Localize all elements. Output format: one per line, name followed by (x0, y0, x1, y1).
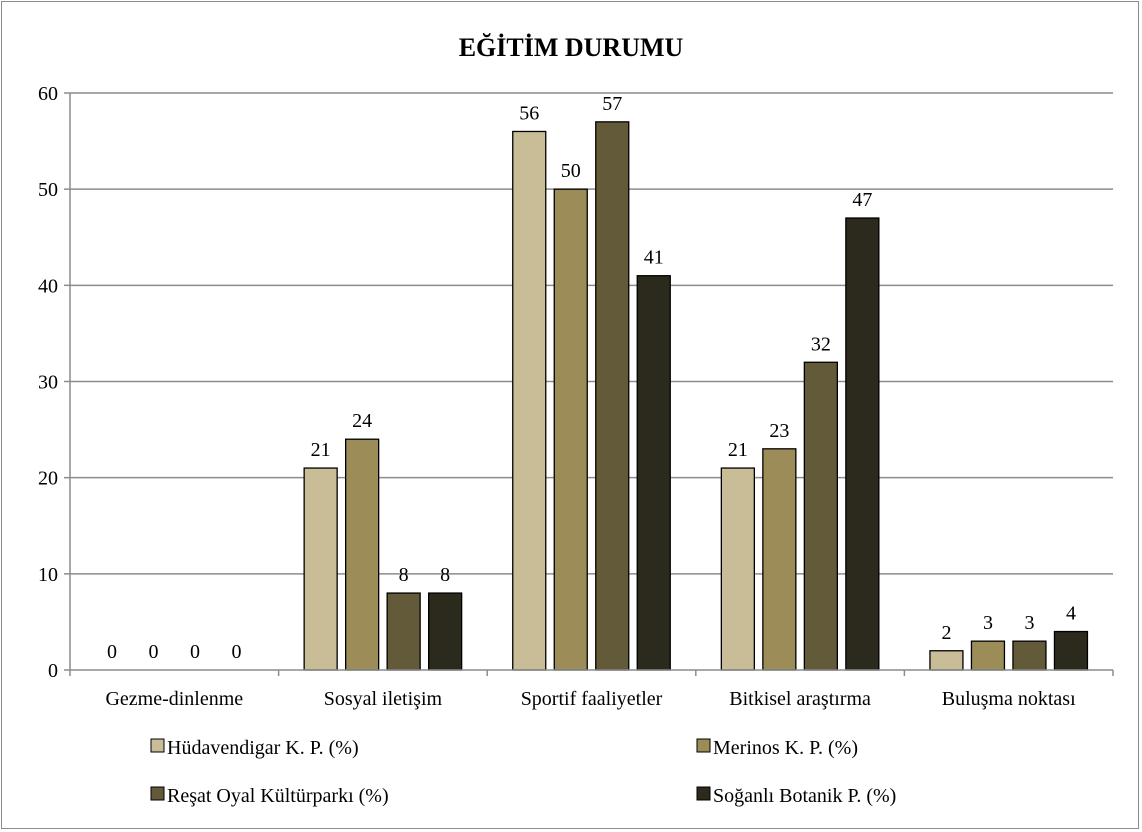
y-tick-label: 40 (38, 275, 58, 297)
bar (720, 467, 755, 671)
bar (512, 130, 547, 671)
legend-label: Soğanlı Botanik P. (%) (713, 785, 896, 807)
data-label: 24 (352, 410, 372, 432)
bar (1012, 640, 1047, 671)
y-tick-label: 10 (38, 564, 58, 586)
legend-swatch (150, 738, 165, 753)
category-label: Buluşma noktası (942, 688, 1076, 710)
bars (303, 121, 1089, 671)
data-label: 2 (941, 622, 951, 644)
bar (386, 592, 421, 671)
bar (595, 121, 630, 671)
bar (553, 188, 588, 671)
data-label: 23 (769, 420, 789, 442)
bar (929, 650, 964, 671)
bar (970, 640, 1006, 671)
category-labels: Gezme-dinlenme Sosyal iletişim Sportif faa… (105, 688, 1076, 710)
y-tick-label: 50 (38, 179, 58, 201)
bar (427, 592, 463, 671)
bar (1053, 630, 1089, 671)
data-label: 8 (399, 564, 409, 586)
category-label: Sosyal iletişim (324, 688, 443, 710)
bar (636, 275, 671, 671)
chart-title: EĞİTİM DURUMU (459, 33, 684, 62)
category-label: Bitkisel araştırma (729, 688, 871, 710)
legend-item: Soğanlı Botanik P. (%) (696, 785, 896, 807)
legend-swatch (696, 738, 711, 753)
category-label: Sportif faaliyetler (521, 688, 663, 710)
legend-label: Merinos K. P. (%) (713, 737, 858, 759)
y-tick-label: 60 (38, 83, 58, 105)
y-tick-label: 20 (38, 468, 58, 490)
data-label: 8 (440, 564, 450, 586)
bar (303, 467, 338, 671)
data-label: 47 (852, 189, 872, 211)
data-label: 3 (983, 612, 993, 634)
data-label: 21 (728, 439, 748, 461)
data-label: 56 (519, 102, 539, 124)
legend-item: Hüdavendigar K. P. (%) (150, 737, 359, 759)
legend-label: Hüdavendigar K. P. (%) (167, 737, 359, 759)
bar (803, 361, 838, 671)
data-label: 0 (190, 641, 200, 663)
bar (344, 438, 380, 671)
legend: Hüdavendigar K. P. (%) Merinos K. P. (%) R… (150, 737, 896, 807)
y-axis-ticks: 0 10 20 30 40 50 60 (38, 83, 70, 682)
legend-swatch (696, 786, 711, 801)
bar (845, 217, 880, 671)
data-label: 0 (149, 641, 159, 663)
gridlines (70, 92, 1113, 575)
data-label: 0 (232, 641, 242, 663)
legend-label: Reşat Oyal Kültürparkı (%) (167, 785, 389, 807)
data-label: 57 (602, 93, 622, 115)
data-label: 32 (811, 333, 831, 355)
data-label: 3 (1024, 612, 1034, 634)
y-tick-label: 0 (48, 660, 58, 682)
axes (69, 93, 1114, 676)
bar (762, 448, 797, 671)
category-label: Gezme-dinlenme (105, 688, 243, 710)
data-label: 21 (311, 439, 331, 461)
data-label: 4 (1066, 603, 1076, 625)
data-label: 41 (644, 247, 664, 269)
data-label: 50 (561, 160, 581, 182)
data-label: 0 (107, 641, 117, 663)
y-tick-label: 30 (38, 372, 58, 394)
legend-item: Reşat Oyal Kültürparkı (%) (150, 785, 389, 807)
legend-item: Merinos K. P. (%) (696, 737, 858, 759)
legend-swatch (150, 786, 165, 801)
